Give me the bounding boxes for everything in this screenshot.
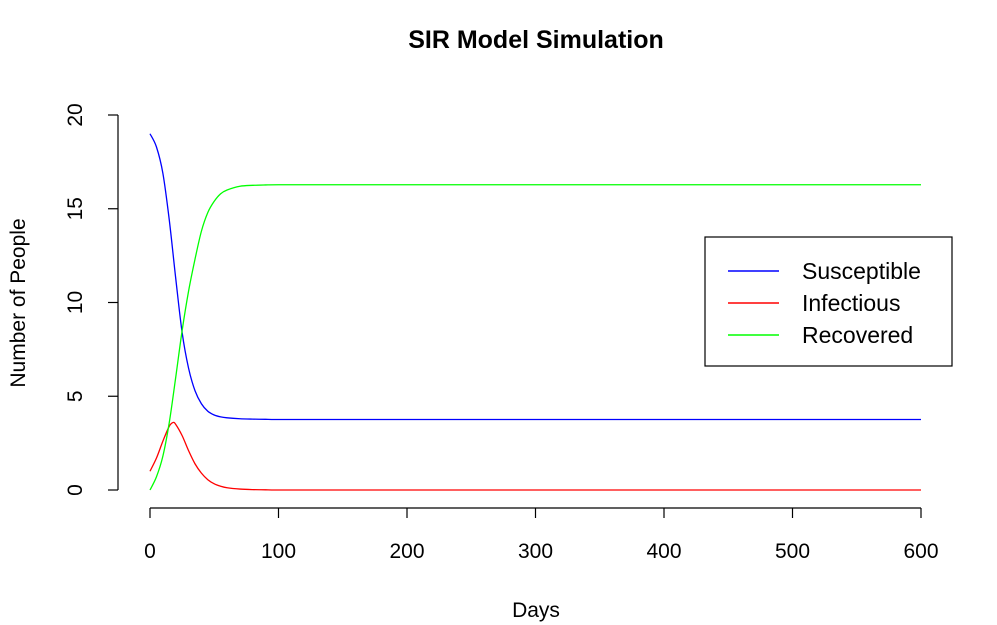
x-tick-label: 400 [646, 540, 681, 563]
series-line-recovered [149, 184, 921, 491]
y-tick-label: 5 [64, 390, 87, 402]
legend-label-infectious: Infectious [802, 290, 900, 316]
x-tick-label: 100 [261, 540, 296, 563]
y-tick-label: 15 [64, 197, 87, 220]
legend-label-susceptible: Susceptible [802, 258, 921, 284]
legend: Susceptible Infectious Recovered [704, 236, 953, 367]
axes: 0 100 200 300 400 500 600 0 5 10 15 20 [64, 103, 939, 563]
series-line-infectious [149, 421, 921, 491]
legend-box [704, 236, 953, 367]
y-axis-label: Number of People [7, 218, 30, 387]
x-tick-label: 600 [903, 540, 938, 563]
x-tick-label: 200 [389, 540, 424, 563]
x-tick-label: 500 [775, 540, 810, 563]
x-tick-label: 300 [518, 540, 553, 563]
chart-title: SIR Model Simulation [408, 26, 664, 54]
series-layer [149, 133, 921, 491]
y-tick-label: 0 [64, 484, 87, 496]
x-axis-label: Days [512, 599, 560, 622]
x-tick-label: 0 [144, 540, 156, 563]
y-tick-label: 20 [64, 103, 87, 126]
series-line-susceptible [149, 133, 921, 421]
legend-label-recovered: Recovered [802, 322, 913, 348]
y-tick-label: 10 [64, 291, 87, 314]
